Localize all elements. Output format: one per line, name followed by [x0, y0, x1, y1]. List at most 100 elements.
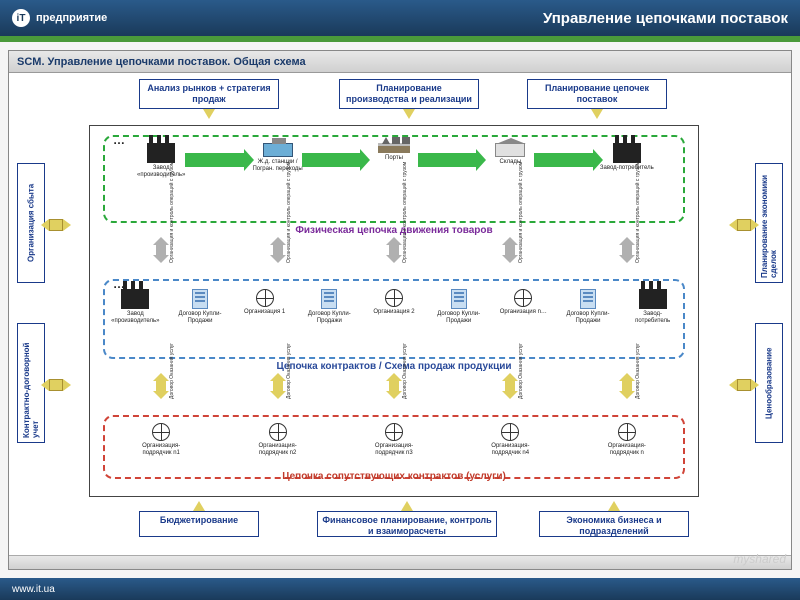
bidir-arrow-yellow-icon: Договор Оказания услуг	[386, 373, 402, 399]
chain1-node: Ж.д. станции / Погран. переходы	[248, 143, 308, 172]
doc-icon	[580, 289, 596, 309]
window-statusbar	[9, 555, 791, 569]
bidir-arrow-yellow-icon: Договор Оказания услуг	[619, 373, 635, 399]
node-label: Организация-подрядчик n1	[131, 443, 191, 456]
diagram-canvas: Анализ рынков + стратегия продажПланиров…	[9, 73, 791, 555]
factory-icon	[613, 143, 641, 163]
side-arrow-icon	[49, 373, 63, 397]
chain2-node: Договор Купли-Продажи	[433, 289, 485, 324]
chain2-title: Цепочка контрактов / Схема продаж продук…	[103, 361, 685, 372]
chain2-node: Завод «производитель»	[109, 289, 161, 324]
node-label: Организация-подрядчик n	[597, 443, 657, 456]
chain3-node: Организация-подрядчик n2	[248, 423, 308, 456]
node-label: Организация-подрядчик n4	[480, 443, 540, 456]
factory-icon	[121, 289, 149, 309]
header-accent-bar	[0, 36, 800, 42]
logo-text: предприятие	[36, 12, 107, 24]
bidir-arrow-icon: Организация и контроль операций с грузом	[153, 237, 169, 263]
node-label: Организация-подрядчик n2	[248, 443, 308, 456]
warehouse-icon	[495, 143, 525, 157]
down-arrow-icon	[203, 109, 215, 119]
side-arrow-icon	[49, 213, 63, 237]
node-label: Договор Купли-Продажи	[303, 311, 355, 324]
node-label: Завод-потребитель	[597, 165, 657, 172]
window-title: SCM. Управление цепочками поставок. Обща…	[17, 56, 306, 68]
chain2-node: Организация 1	[239, 289, 291, 316]
diagram-window: SCM. Управление цепочками поставок. Обща…	[8, 50, 792, 570]
port-icon	[378, 143, 410, 153]
bidir-arrow-yellow-icon: Договор Оказания услуг	[502, 373, 518, 399]
chain2-node: Организация n…	[497, 289, 549, 316]
factory-icon	[639, 289, 667, 309]
watermark: myshared	[733, 552, 786, 566]
globe-icon	[501, 423, 519, 441]
chain2-node: Договор Купли-Продажи	[174, 289, 226, 324]
doc-icon	[321, 289, 337, 309]
side-arrow-icon	[737, 373, 751, 397]
bottom-box: Экономика бизнеса и подразделений	[539, 511, 689, 537]
chain3-node: Организация-подрядчик n1	[131, 423, 191, 456]
chain1-title: Физическая цепочка движения товаров	[103, 225, 685, 236]
node-label: Договор Купли-Продажи	[174, 311, 226, 324]
side-arrow-icon	[737, 213, 751, 237]
node-label: Завод «производитель»	[109, 311, 161, 324]
flow-arrow-icon	[185, 149, 253, 171]
globe-icon	[514, 289, 532, 307]
up-arrow-icon	[608, 501, 620, 511]
app-footer: www.it.ua	[0, 578, 800, 600]
chain3-node: Организация-подрядчик n4	[480, 423, 540, 456]
node-label: Завод-потребитель	[627, 311, 679, 324]
globe-icon	[618, 423, 636, 441]
up-arrow-icon	[193, 501, 205, 511]
globe-icon	[269, 423, 287, 441]
chain2-node: Завод-потребитель	[627, 289, 679, 324]
globe-icon	[385, 289, 403, 307]
chain1-node: Склады	[480, 143, 540, 166]
bidir-arrow-icon: Организация и контроль операций с грузом	[619, 237, 635, 263]
flow-arrow-icon	[302, 149, 370, 171]
node-label: Порты	[364, 155, 424, 162]
doc-icon	[192, 289, 208, 309]
chain3-node: Организация-подрядчик n3	[364, 423, 424, 456]
node-label: Организация 2	[368, 309, 420, 316]
bidir-arrow-icon: Организация и контроль операций с грузом	[502, 237, 518, 263]
up-arrow-icon	[401, 501, 413, 511]
brand-logo: іТ предприятие	[12, 9, 107, 27]
bottom-box: Финансовое планирование, контроль и взаи…	[317, 511, 497, 537]
ellipsis: …	[113, 133, 125, 147]
node-label: Договор Купли-Продажи	[562, 311, 614, 324]
globe-icon	[385, 423, 403, 441]
flow-arrow-icon	[418, 149, 486, 171]
node-label: Склады	[480, 159, 540, 166]
globe-icon	[256, 289, 274, 307]
node-label: Завод «производитель»	[131, 165, 191, 178]
chain2-node: Договор Купли-Продажи	[303, 289, 355, 324]
bidir-arrow-yellow-icon: Договор Оказания услуг	[153, 373, 169, 399]
chain2-node: Договор Купли-Продажи	[562, 289, 614, 324]
footer-url: www.it.ua	[12, 584, 55, 595]
app-header: іТ предприятие Управление цепочками пост…	[0, 0, 800, 36]
factory-icon	[147, 143, 175, 163]
right-side-box: Планирование экономики сделок	[755, 163, 783, 283]
node-label: Договор Купли-Продажи	[433, 311, 485, 324]
chain2-node: Организация 2	[368, 289, 420, 316]
chain1-node: Завод «производитель»	[131, 143, 191, 178]
bottom-box: Бюджетирование	[139, 511, 259, 537]
ellipsis: …	[113, 277, 125, 291]
node-label: Ж.д. станции / Погран. переходы	[248, 159, 308, 172]
chain1-node: Порты	[364, 143, 424, 162]
station-icon	[263, 143, 293, 157]
top-box: Планирование цепочек поставок	[527, 79, 667, 109]
right-side-box: Ценообразование	[755, 323, 783, 443]
chain3-node: Организация-подрядчик n	[597, 423, 657, 456]
logo-mark: іТ	[12, 9, 30, 27]
top-box: Планирование производства и реализации	[339, 79, 479, 109]
node-label: Организация-подрядчик n3	[364, 443, 424, 456]
down-arrow-icon	[591, 109, 603, 119]
doc-icon	[451, 289, 467, 309]
window-titlebar: SCM. Управление цепочками поставок. Обща…	[9, 51, 791, 73]
node-label: Организация n…	[497, 309, 549, 316]
globe-icon	[152, 423, 170, 441]
chain3-title: Цепочка сопутствующих контрактов (услуги…	[103, 471, 685, 482]
node-label: Организация 1	[239, 309, 291, 316]
